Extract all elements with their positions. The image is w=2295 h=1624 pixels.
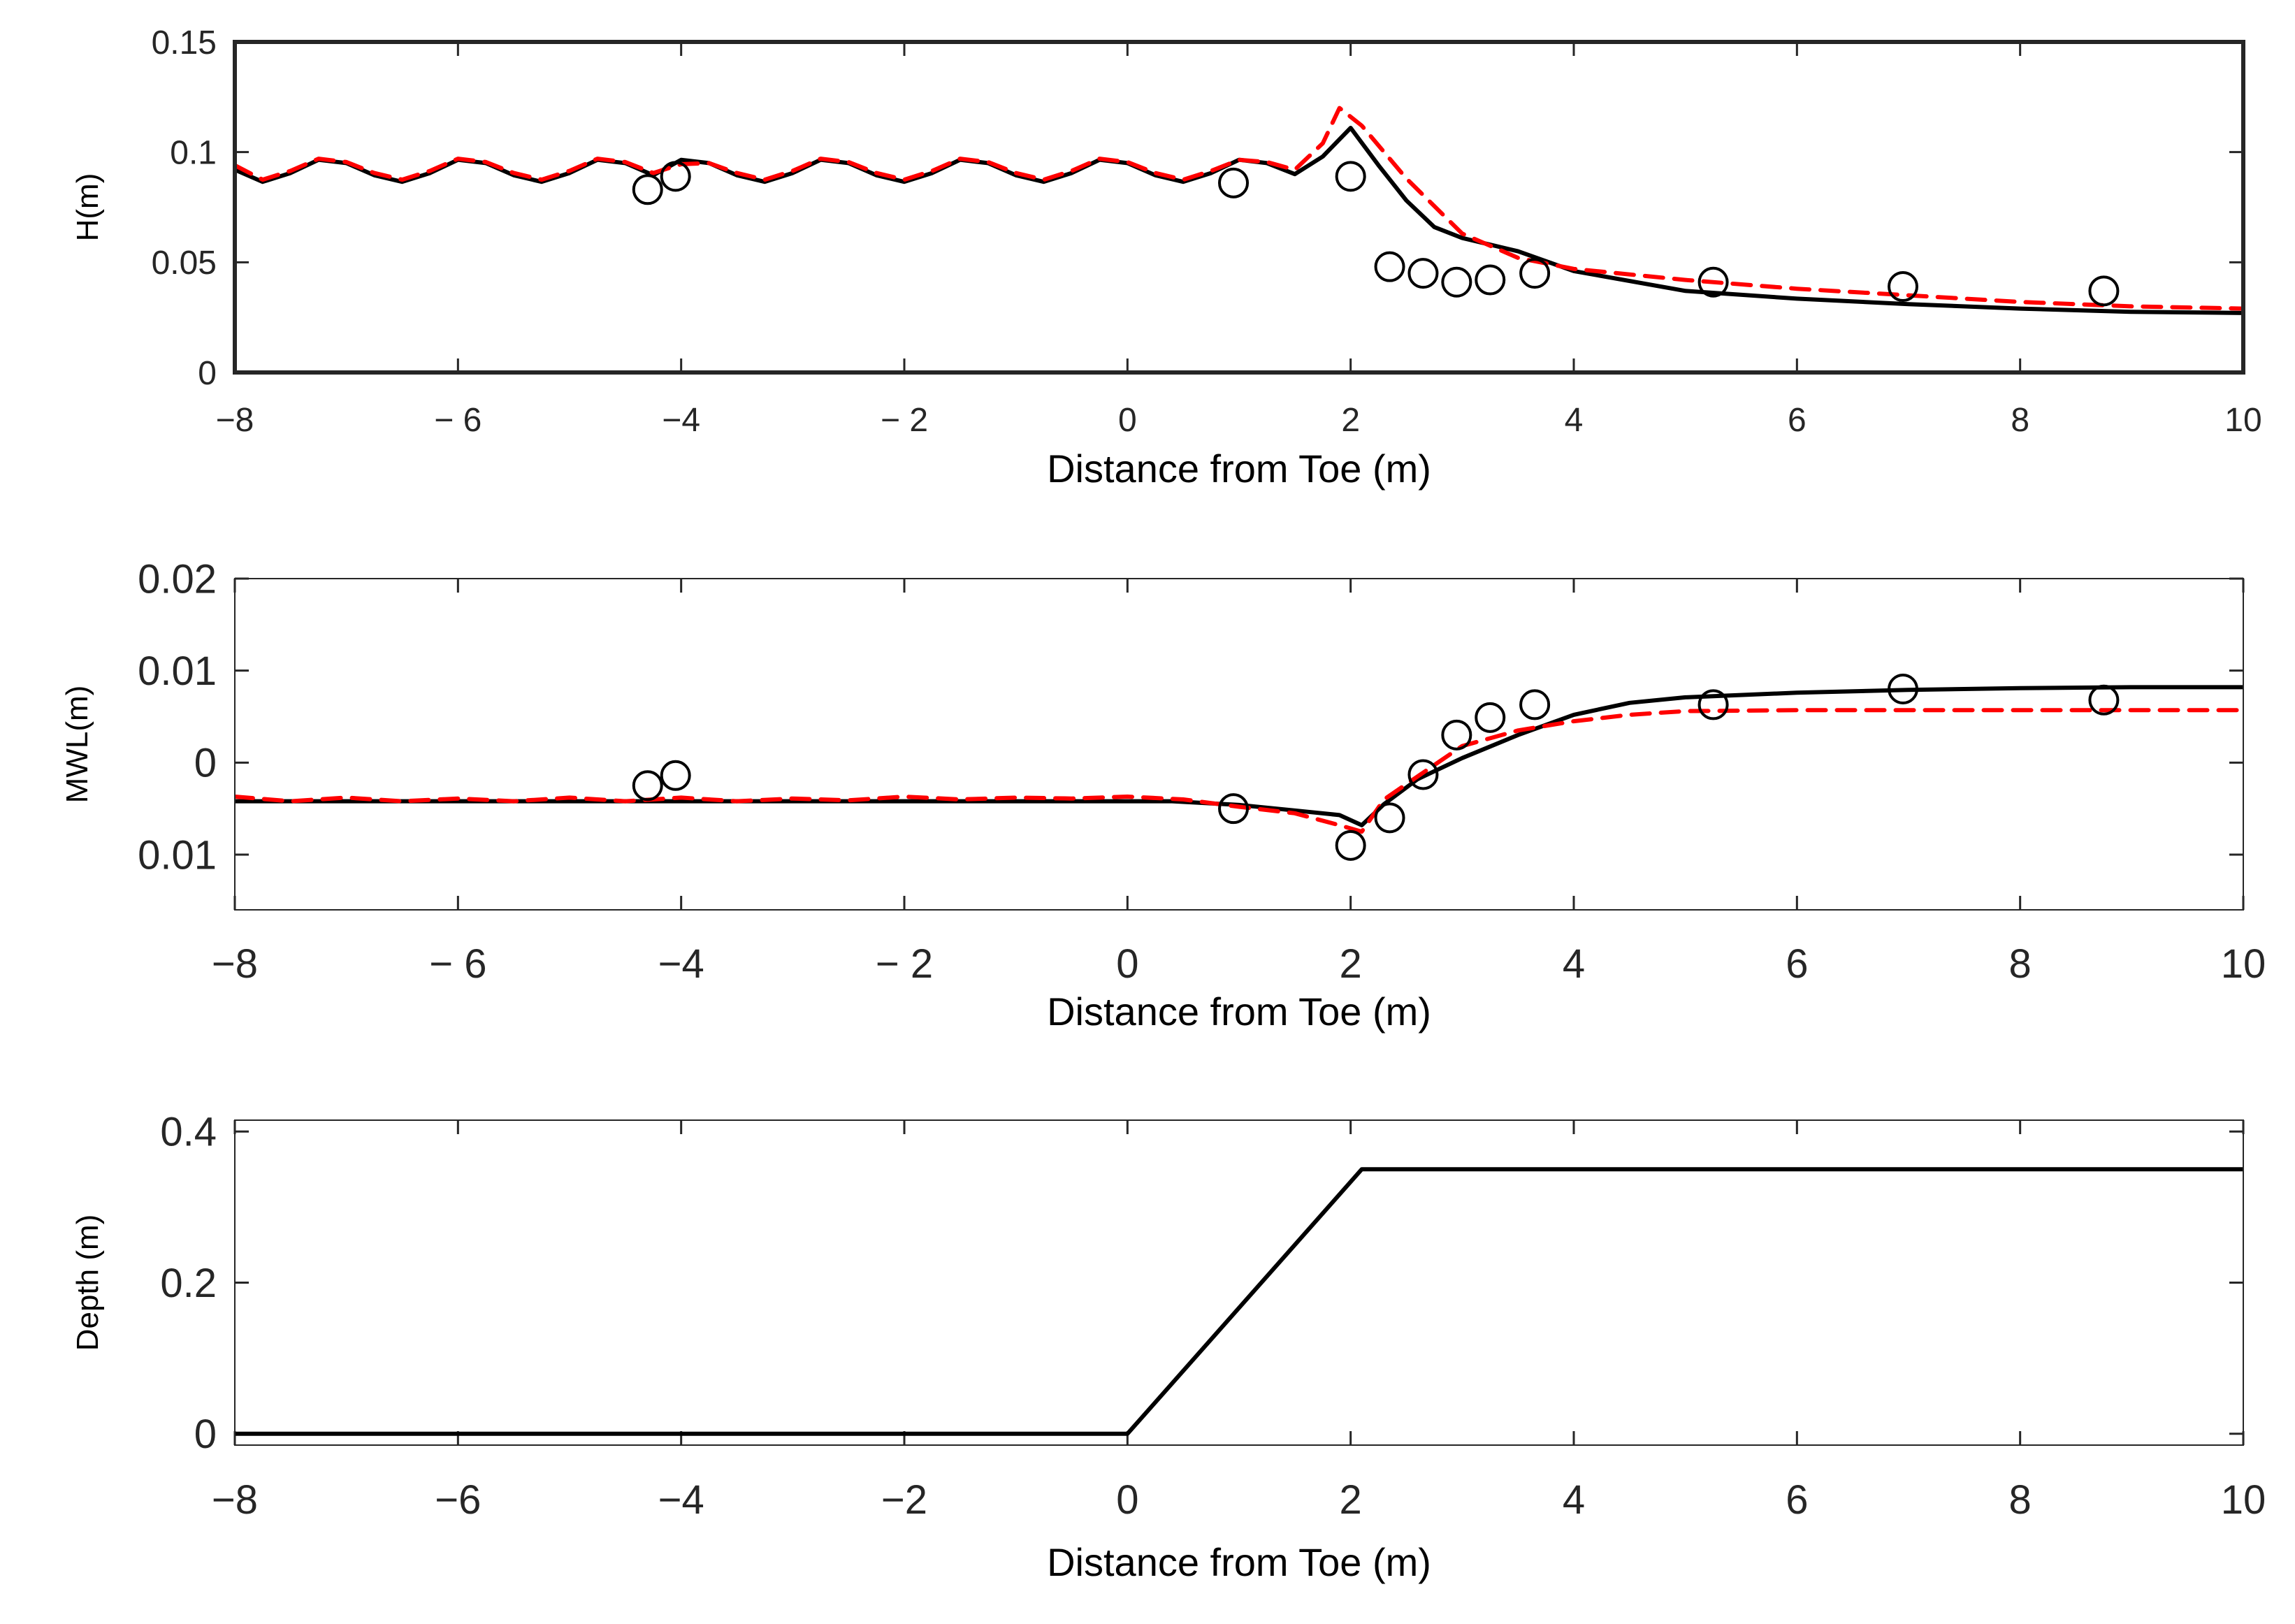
- x-tick-label: 6: [1788, 402, 1807, 439]
- x-tick-label: 10: [2221, 941, 2266, 987]
- observation-marker: [1697, 266, 1729, 298]
- plot-area: [235, 106, 2243, 315]
- plot-area: [235, 1167, 2243, 1436]
- x-tick-label: 10: [2224, 402, 2261, 439]
- observation-marker: [632, 174, 663, 205]
- y-tick-label: 0: [194, 1412, 217, 1457]
- series-line-bathymetry: [235, 1167, 2243, 1436]
- y-axis-label: H(m): [71, 173, 105, 242]
- series-line-model-dashed: [235, 708, 2243, 834]
- x-axis-label: Distance from Toe (m): [1047, 1540, 1431, 1584]
- x-tick-label: −4: [658, 1477, 704, 1523]
- x-axis-label: Distance from Toe (m): [1047, 447, 1431, 491]
- observation-marker: [1218, 167, 1250, 198]
- observation-marker: [1374, 802, 1405, 834]
- y-tick-label: 0: [194, 741, 217, 786]
- x-tick-label: 8: [2011, 402, 2029, 439]
- plot-area: [235, 685, 2243, 834]
- y-tick-label: 0.15: [152, 24, 217, 61]
- y-tick-label: 0.1: [170, 134, 217, 171]
- x-tick-label: 8: [2009, 1477, 2032, 1523]
- x-tick-label: 2: [1341, 402, 1360, 439]
- observation-marker: [1374, 251, 1405, 282]
- x-tick-label: − 6: [434, 402, 482, 439]
- x-tick-label: 8: [2009, 941, 2032, 987]
- observation-marker: [1475, 702, 1506, 733]
- axes-frame: [233, 40, 2245, 375]
- x-tick-label: 2: [1340, 941, 1362, 987]
- series-line-model-solid: [235, 126, 2243, 315]
- observation-marker: [1407, 759, 1439, 790]
- x-tick-label: 0: [1116, 941, 1138, 987]
- observation-marker: [2088, 275, 2120, 307]
- observation-marker: [1475, 264, 1506, 296]
- x-tick-label: −2: [881, 1477, 927, 1523]
- observation-marker: [1218, 793, 1250, 825]
- x-tick-label: 4: [1563, 1477, 1585, 1523]
- observation-marker: [1519, 689, 1551, 720]
- observation-marker: [1519, 258, 1551, 289]
- axes-frame: [234, 1119, 2244, 1446]
- y-axis-label: Depth (m): [71, 1215, 105, 1351]
- x-tick-label: −8: [212, 941, 258, 987]
- axes-frame: [234, 578, 2244, 911]
- y-tick-label: 0.05: [152, 245, 217, 282]
- series-line-model-dashed: [235, 106, 2243, 311]
- x-tick-label: 4: [1563, 941, 1585, 987]
- x-axis-label: Distance from Toe (m): [1047, 989, 1431, 1034]
- observation-marker: [660, 760, 691, 791]
- x-tick-label: − 6: [429, 941, 486, 987]
- x-tick-label: 6: [1786, 1477, 1808, 1523]
- x-tick-label: −4: [658, 941, 704, 987]
- observation-marker: [1888, 271, 1919, 303]
- y-tick-label: 0: [198, 355, 217, 392]
- observation-marker: [632, 770, 663, 802]
- chart-panel-2: −8 − 6 −4 − 2 0 2 4 6 8 10 0.01 0 0.01 0.02 Distance f…: [60, 556, 2266, 1034]
- observation-marker: [2088, 684, 2120, 716]
- observation-marker: [660, 161, 691, 192]
- y-tick-label: 0.4: [160, 1110, 217, 1155]
- x-tick-label: −8: [216, 402, 254, 439]
- y-tick-label: 0.01: [138, 832, 217, 878]
- x-tick-label: −4: [662, 402, 700, 439]
- y-axis-label: MWL(m): [60, 686, 94, 804]
- observation-marker: [1888, 674, 1919, 704]
- x-tick-label: −6: [435, 1477, 481, 1523]
- series-line-model-solid: [235, 685, 2243, 827]
- y-tick-label: 0.02: [138, 556, 217, 602]
- x-tick-label: 4: [1565, 402, 1584, 439]
- observation-marker: [1335, 161, 1366, 192]
- chart-panel-3: −8 −6 −4 −2 0 2 4 6 8 10 0 0.2 0.4 Distance from Toe …: [71, 1110, 2266, 1584]
- observation-marker: [1441, 719, 1472, 751]
- chart-panel-1: −8 − 6 −4 − 2 0 2 4 6 8 10 0 0.05 0.1 0.15 Distance fr…: [71, 24, 2262, 491]
- x-tick-label: 6: [1786, 941, 1808, 987]
- x-tick-label: 0: [1116, 1477, 1138, 1523]
- observation-marker: [1407, 258, 1439, 289]
- x-tick-label: 0: [1118, 402, 1137, 439]
- observation-marker: [1441, 266, 1472, 298]
- x-tick-label: 10: [2221, 1477, 2266, 1523]
- x-tick-label: − 2: [881, 402, 928, 439]
- observation-marker: [1697, 689, 1729, 720]
- x-tick-label: − 2: [876, 941, 933, 987]
- x-tick-label: 2: [1340, 1477, 1362, 1523]
- observation-marker: [1335, 829, 1366, 861]
- y-tick-label: 0.01: [138, 648, 217, 694]
- x-tick-label: −8: [212, 1477, 258, 1523]
- y-tick-label: 0.2: [160, 1261, 217, 1306]
